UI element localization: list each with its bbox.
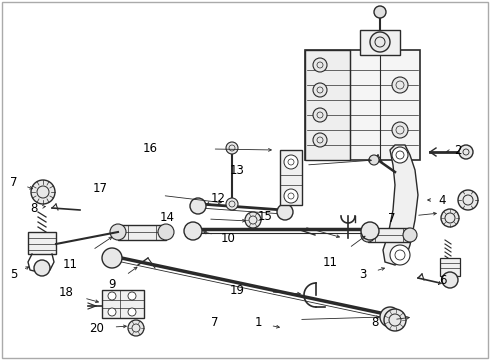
Text: 1: 1 — [254, 316, 262, 329]
Text: 7: 7 — [388, 212, 396, 225]
Circle shape — [128, 308, 136, 316]
Text: 10: 10 — [220, 231, 235, 244]
Circle shape — [128, 320, 144, 336]
Circle shape — [313, 133, 327, 147]
Circle shape — [108, 308, 116, 316]
Text: 11: 11 — [63, 258, 77, 271]
Circle shape — [370, 32, 390, 52]
Bar — [368, 228, 410, 242]
Circle shape — [110, 224, 126, 240]
Circle shape — [108, 292, 116, 300]
Text: 18: 18 — [59, 287, 74, 300]
Text: 5: 5 — [10, 269, 18, 282]
Circle shape — [361, 228, 375, 242]
Circle shape — [313, 108, 327, 122]
Circle shape — [184, 222, 202, 240]
Circle shape — [190, 198, 206, 214]
Text: 3: 3 — [359, 269, 367, 282]
Circle shape — [403, 228, 417, 242]
Bar — [360, 30, 400, 55]
Circle shape — [245, 212, 261, 228]
Text: 4: 4 — [438, 194, 446, 207]
Text: 20: 20 — [90, 321, 104, 334]
Text: 6: 6 — [439, 274, 447, 287]
Circle shape — [380, 307, 400, 327]
Text: 8: 8 — [371, 315, 379, 328]
Bar — [102, 290, 144, 318]
Circle shape — [128, 292, 136, 300]
Circle shape — [284, 189, 298, 203]
Text: 14: 14 — [160, 211, 174, 224]
Circle shape — [277, 204, 293, 220]
Circle shape — [459, 145, 473, 159]
Text: 7: 7 — [211, 315, 219, 328]
Circle shape — [374, 6, 386, 18]
Polygon shape — [383, 145, 418, 265]
Text: 11: 11 — [322, 256, 338, 269]
Circle shape — [390, 245, 410, 265]
Bar — [305, 50, 420, 160]
Circle shape — [226, 198, 238, 210]
Circle shape — [442, 272, 458, 288]
Bar — [28, 232, 56, 254]
Circle shape — [31, 180, 55, 204]
Circle shape — [226, 142, 238, 154]
Bar — [305, 50, 350, 160]
Text: 12: 12 — [211, 192, 225, 204]
Circle shape — [361, 222, 379, 240]
Text: 2: 2 — [454, 144, 462, 157]
Bar — [440, 258, 460, 276]
Text: 7: 7 — [10, 176, 18, 189]
Bar — [118, 225, 166, 240]
Circle shape — [392, 77, 408, 93]
Circle shape — [102, 248, 122, 268]
Text: 13: 13 — [229, 163, 245, 176]
Circle shape — [284, 155, 298, 169]
Text: 17: 17 — [93, 181, 107, 194]
Text: 16: 16 — [143, 141, 157, 154]
Text: 8: 8 — [30, 202, 38, 215]
Circle shape — [392, 147, 408, 163]
Circle shape — [441, 209, 459, 227]
Circle shape — [313, 83, 327, 97]
Text: 9: 9 — [108, 279, 116, 292]
Circle shape — [458, 190, 478, 210]
Circle shape — [158, 224, 174, 240]
Circle shape — [392, 122, 408, 138]
Text: 19: 19 — [229, 284, 245, 297]
Bar — [280, 150, 302, 205]
Circle shape — [369, 155, 379, 165]
Circle shape — [34, 260, 50, 276]
Circle shape — [313, 58, 327, 72]
Circle shape — [384, 309, 406, 331]
Text: 15: 15 — [258, 210, 272, 222]
